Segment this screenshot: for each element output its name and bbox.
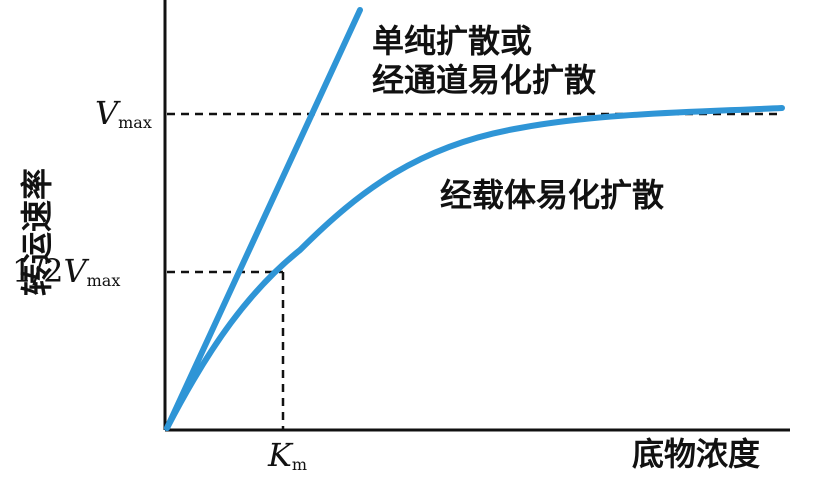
km-label: Km — [267, 436, 307, 474]
vmax-label: Vmax — [95, 94, 152, 132]
simple-diffusion-line — [164, 7, 363, 431]
simple-diffusion-label-line1: 单纯扩散或 — [372, 22, 532, 60]
svg-text:转运速率: 转运速率 — [18, 168, 56, 296]
x-axis-label: 底物浓度 — [632, 435, 760, 473]
simple-diffusion-label-line2: 经通道易化扩散 — [372, 61, 596, 99]
half-vmax-label: 1/2Vmax — [12, 252, 120, 290]
carrier-diffusion-curve — [164, 105, 785, 431]
carrier-diffusion-label: 经载体易化扩散 — [440, 176, 664, 214]
y-axis-label: 转运速率 — [18, 168, 56, 296]
